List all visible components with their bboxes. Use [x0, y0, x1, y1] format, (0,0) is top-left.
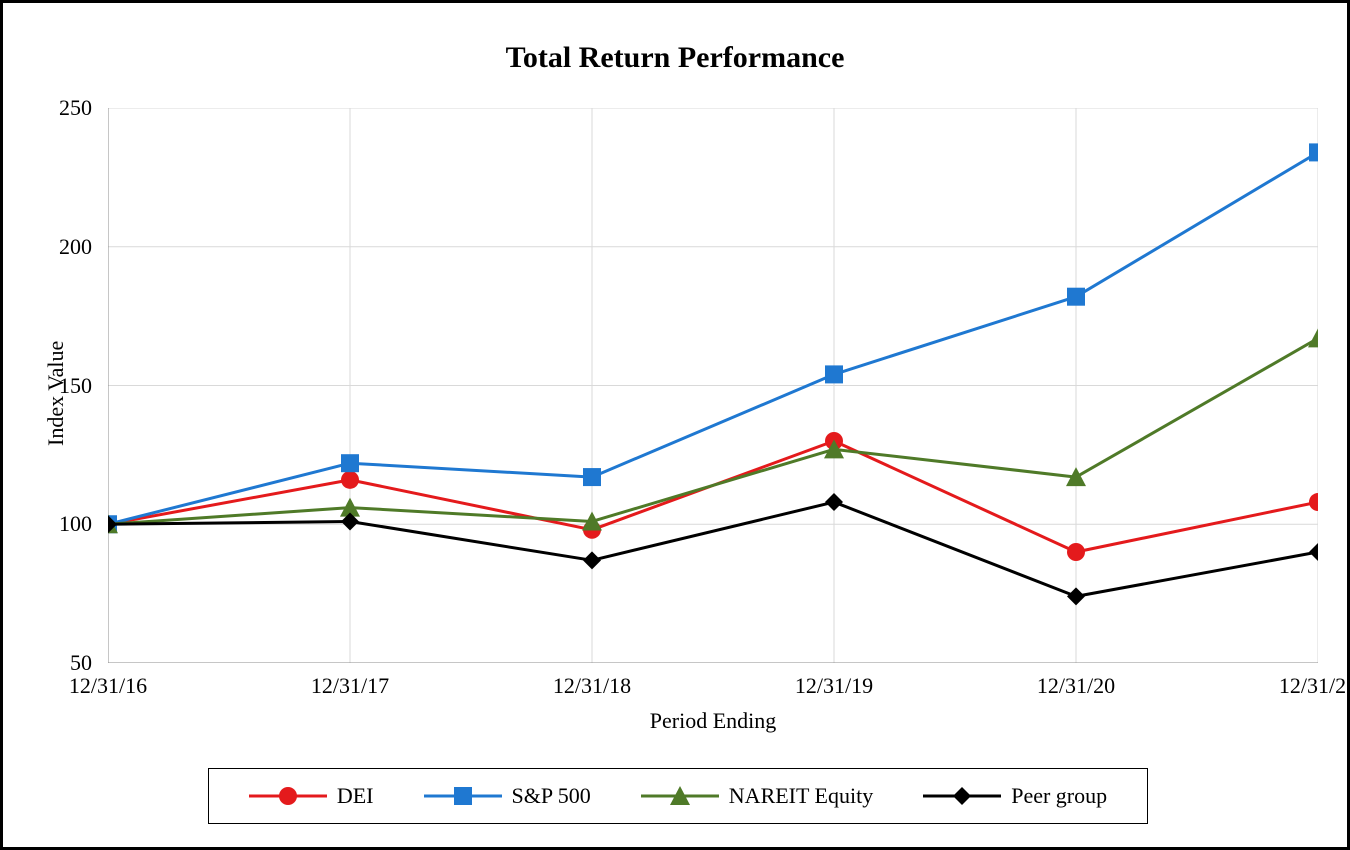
legend: DEI S&P 500 NAREIT Equity Peer group: [208, 768, 1148, 824]
legend-item: DEI: [249, 783, 374, 809]
chart-frame: Total Return Performance Index Value Per…: [0, 0, 1350, 850]
legend-label: NAREIT Equity: [729, 783, 873, 809]
y-tick-label: 200: [59, 234, 92, 260]
legend-item: NAREIT Equity: [641, 783, 873, 809]
legend-swatch: [923, 785, 1001, 807]
y-tick-label: 250: [59, 95, 92, 121]
legend-label: DEI: [337, 783, 374, 809]
legend-label: S&P 500: [512, 783, 591, 809]
y-tick-label: 100: [59, 511, 92, 537]
x-tick-label: 12/31/16: [58, 673, 158, 699]
plot-area: [108, 108, 1318, 663]
y-tick-label: 150: [59, 373, 92, 399]
x-tick-label: 12/31/21: [1268, 673, 1350, 699]
legend-swatch: [249, 785, 327, 807]
legend-item: Peer group: [923, 783, 1107, 809]
x-tick-label: 12/31/19: [784, 673, 884, 699]
x-axis-label: Period Ending: [108, 708, 1318, 734]
x-tick-label: 12/31/20: [1026, 673, 1126, 699]
chart-title: Total Return Performance: [3, 41, 1347, 75]
x-tick-label: 12/31/18: [542, 673, 642, 699]
legend-label: Peer group: [1011, 783, 1107, 809]
legend-swatch: [641, 785, 719, 807]
legend-swatch: [424, 785, 502, 807]
legend-item: S&P 500: [424, 783, 591, 809]
x-tick-label: 12/31/17: [300, 673, 400, 699]
